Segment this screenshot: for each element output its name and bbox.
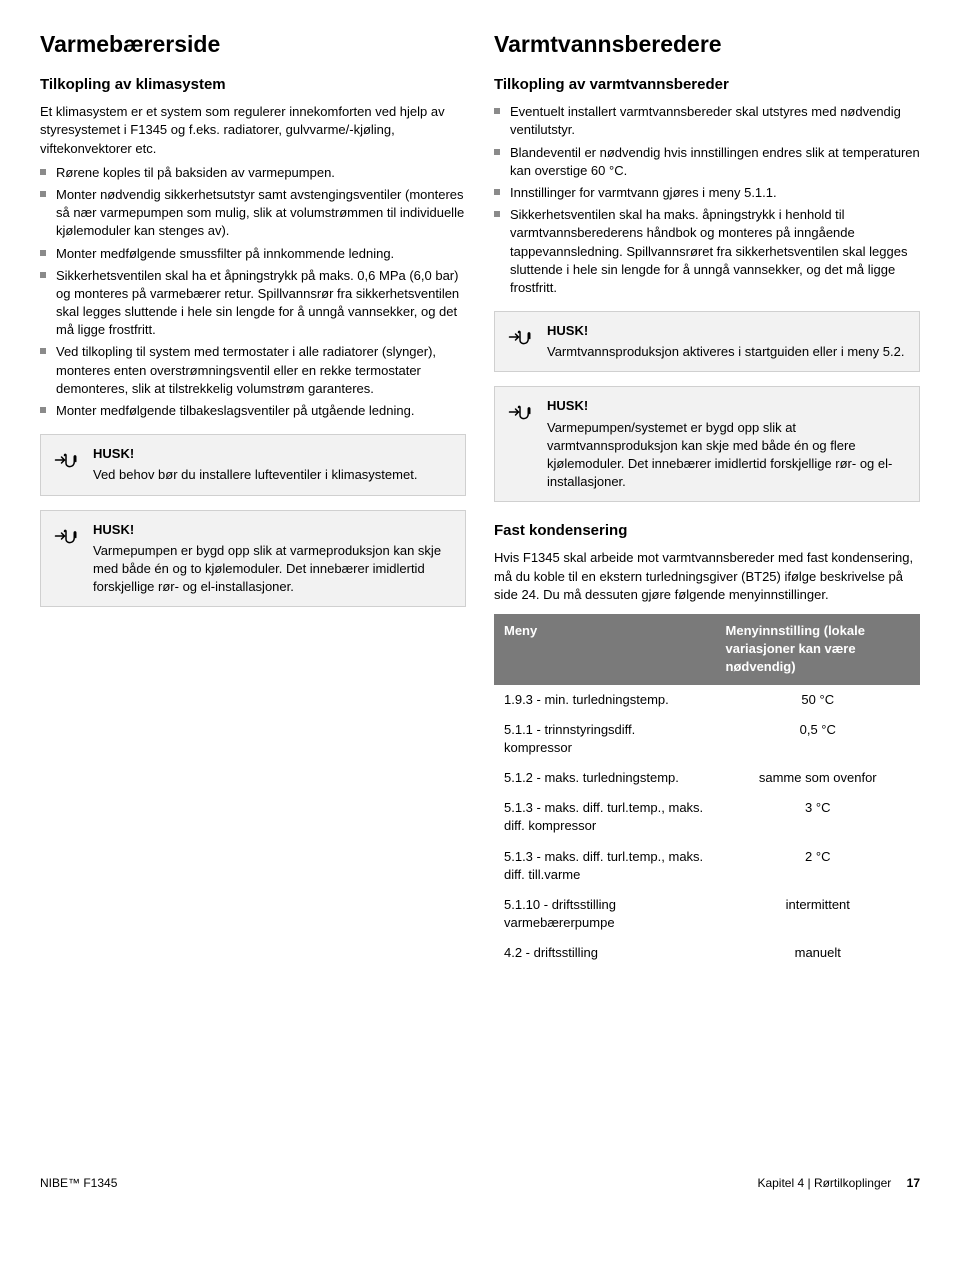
table-cell: 5.1.3 - maks. diff. turl.temp., maks. di… [494, 793, 716, 841]
table-row: 5.1.2 - maks. turledningstemp.samme som … [494, 763, 920, 793]
note-title: HUSK! [93, 521, 453, 539]
left-column: Varmebærerside Tilkopling av klimasystem… [40, 28, 466, 969]
table-cell: 1.9.3 - min. turledningstemp. [494, 685, 716, 715]
right-heading: Varmtvannsberedere [494, 28, 920, 60]
table-row: 5.1.3 - maks. diff. turl.temp., maks. di… [494, 793, 920, 841]
table-cell: 2 °C [716, 842, 920, 890]
note-box: HUSK! Varmepumpen/systemet er bygd opp s… [494, 386, 920, 502]
table-row: 5.1.10 - driftsstilling varmebærerpumpei… [494, 890, 920, 938]
right-column: Varmtvannsberedere Tilkopling av varmtva… [494, 28, 920, 969]
table-cell: 0,5 °C [716, 715, 920, 763]
note-body: Varmepumpen er bygd opp slik at varmepro… [93, 542, 453, 597]
left-heading: Varmebærerside [40, 28, 466, 60]
left-bullet: Rørene koples til på baksiden av varmepu… [40, 164, 466, 182]
page-footer: NIBE™ F1345 Kapitel 4 | Rørtilkoplinger … [40, 1169, 920, 1192]
right-subheading: Tilkopling av varmtvannsbereder [494, 74, 920, 95]
table-cell: samme som ovenfor [716, 763, 920, 793]
table-header: Menyinnstilling (lokale variasjoner kan … [716, 614, 920, 685]
hand-point-icon [51, 521, 81, 556]
menu-settings-table: Meny Menyinnstilling (lokale variasjoner… [494, 614, 920, 969]
note-body: Ved behov bør du installere lufteventile… [93, 466, 453, 484]
left-subheading: Tilkopling av klimasystem [40, 74, 466, 95]
hand-point-icon [505, 322, 535, 357]
hand-point-icon [505, 397, 535, 432]
right-bullet: Innstillinger for varmtvann gjøres i men… [494, 184, 920, 202]
table-row: 4.2 - driftsstillingmanuelt [494, 938, 920, 968]
left-bullet: Ved tilkopling til system med termostate… [40, 343, 466, 398]
hand-point-icon [51, 445, 81, 480]
left-bullet: Monter medfølgende smussfilter på innkom… [40, 245, 466, 263]
right-bullet: Sikkerhetsventilen skal ha maks. åpnings… [494, 206, 920, 297]
footer-right: Kapitel 4 | Rørtilkoplinger 17 [757, 1175, 920, 1192]
note-title: HUSK! [547, 397, 907, 415]
right-subheading2: Fast kondensering [494, 520, 920, 541]
left-bullet: Monter medfølgende tilbakeslagsventiler … [40, 402, 466, 420]
left-bullet-list: Rørene koples til på baksiden av varmepu… [40, 164, 466, 420]
table-cell: 3 °C [716, 793, 920, 841]
table-row: 1.9.3 - min. turledningstemp.50 °C [494, 685, 920, 715]
note-body: Varmepumpen/systemet er bygd opp slik at… [547, 419, 907, 492]
footer-page: 17 [907, 1176, 920, 1190]
footer-chapter: Kapitel 4 | Rørtilkoplinger [757, 1176, 891, 1190]
note-title: HUSK! [547, 322, 907, 340]
note-box: HUSK! Ved behov bør du installere luftev… [40, 434, 466, 495]
note-box: HUSK! Varmtvannsproduksjon aktiveres i s… [494, 311, 920, 372]
table-cell: intermittent [716, 890, 920, 938]
right-bullet-list: Eventuelt installert varmtvannsbereder s… [494, 103, 920, 297]
table-cell: 4.2 - driftsstilling [494, 938, 716, 968]
table-cell: 50 °C [716, 685, 920, 715]
note-body: Varmtvannsproduksjon aktiveres i startgu… [547, 343, 907, 361]
table-cell: manuelt [716, 938, 920, 968]
table-cell: 5.1.3 - maks. diff. turl.temp., maks. di… [494, 842, 716, 890]
left-bullet: Monter nødvendig sikkerhetsutstyr samt a… [40, 186, 466, 241]
left-intro: Et klimasystem er et system som regulere… [40, 103, 466, 158]
table-cell: 5.1.2 - maks. turledningstemp. [494, 763, 716, 793]
note-box: HUSK! Varmepumpen er bygd opp slik at va… [40, 510, 466, 608]
table-cell: 5.1.10 - driftsstilling varmebærerpumpe [494, 890, 716, 938]
table-cell: 5.1.1 - trinnstyringsdiff. kompressor [494, 715, 716, 763]
footer-product: NIBE™ F1345 [40, 1175, 117, 1192]
right-para2: Hvis F1345 skal arbeide mot varmtvannsbe… [494, 549, 920, 604]
table-header: Meny [494, 614, 716, 685]
note-title: HUSK! [93, 445, 453, 463]
table-row: 5.1.3 - maks. diff. turl.temp., maks. di… [494, 842, 920, 890]
left-bullet: Sikkerhetsventilen skal ha et åpningstry… [40, 267, 466, 340]
right-bullet: Eventuelt installert varmtvannsbereder s… [494, 103, 920, 139]
right-bullet: Blandeventil er nødvendig hvis innstilli… [494, 144, 920, 180]
table-row: 5.1.1 - trinnstyringsdiff. kompressor0,5… [494, 715, 920, 763]
